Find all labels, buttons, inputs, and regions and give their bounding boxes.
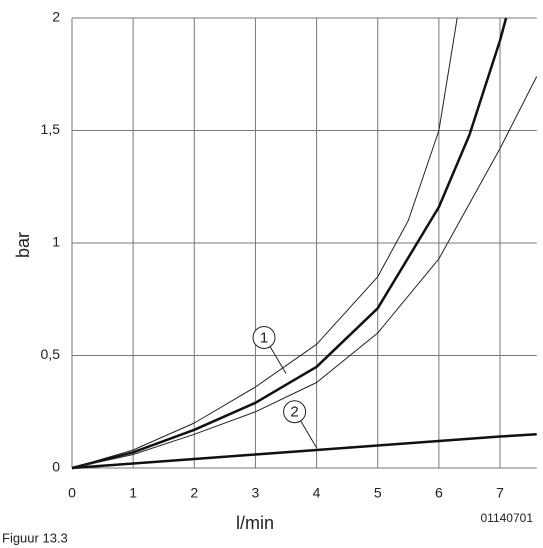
curve (71, 17, 508, 470)
leader-line (300, 420, 318, 449)
annotation-label: 1 (260, 329, 268, 346)
y-tick-label: 1,5 (41, 121, 61, 137)
x-tick-label: 5 (374, 485, 382, 501)
x-tick-label: 7 (496, 485, 504, 501)
annotation-circle (252, 326, 276, 349)
figure-code: 01140701 (481, 511, 534, 525)
x-tick-label: 6 (435, 485, 443, 501)
curve (71, 76, 538, 469)
caption: Figuur 13.3 (2, 530, 68, 545)
y-tick-label: 1 (52, 234, 60, 250)
x-tick-label: 4 (313, 485, 321, 501)
leader-line (269, 346, 287, 374)
y-tick-label: 0,5 (41, 346, 61, 362)
x-tick-label: 1 (129, 485, 137, 501)
y-tick-label: 0 (52, 459, 60, 475)
curve (71, 17, 458, 469)
y-tick-label: 2 (52, 9, 60, 25)
x-axis-label: l/min (236, 513, 274, 533)
x-tick-label: 2 (190, 485, 198, 501)
x-tick-label: 0 (68, 485, 76, 501)
x-tick-label: 3 (252, 485, 260, 501)
y-axis-label: bar (13, 232, 33, 258)
annotation-label: 2 (290, 404, 298, 421)
curve (71, 433, 537, 470)
annotation-circle (283, 400, 307, 424)
